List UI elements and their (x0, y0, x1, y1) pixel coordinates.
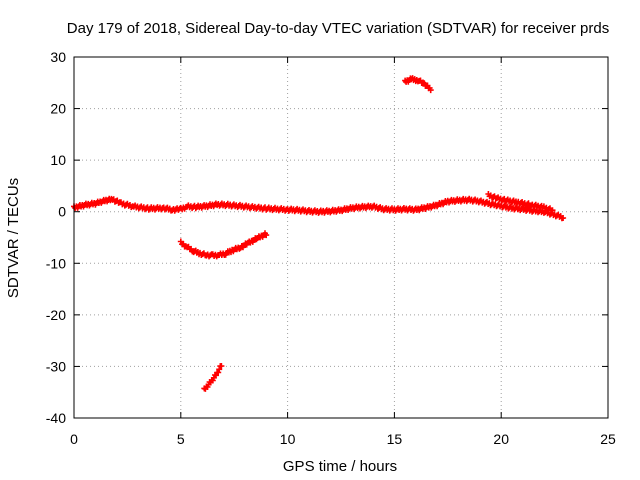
data-points (71, 75, 567, 392)
series-negative-arc (177, 230, 270, 260)
x-tick-label: 10 (280, 431, 296, 447)
y-axis-label: SDTVAR / TECUs (5, 178, 22, 298)
series-low-segment (201, 363, 225, 392)
x-tick-label: 5 (177, 431, 185, 447)
x-tick-label: 25 (600, 431, 616, 447)
y-tick-label: 0 (58, 204, 66, 220)
tick-labels: 0 5 10 15 20 25 -40 -30 -20 -10 0 10 20 30 (46, 49, 616, 447)
grid-lines (74, 57, 608, 418)
data-marker-path (485, 191, 556, 214)
y-tick-label: 30 (50, 49, 66, 65)
series-high-segment (402, 75, 434, 94)
data-marker-path (201, 363, 225, 392)
y-tick-label: 20 (50, 101, 66, 117)
y-tick-label: 10 (50, 152, 66, 168)
data-marker-path (177, 230, 270, 260)
x-tick-label: 15 (387, 431, 403, 447)
y-tick-label: -30 (46, 358, 66, 374)
data-marker-path (402, 75, 434, 94)
x-tick-label: 0 (70, 431, 78, 447)
plot-frame (73, 56, 609, 419)
y-tick-label: -10 (46, 255, 66, 271)
axis-ticks (73, 56, 609, 419)
chart-title: Day 179 of 2018, Sidereal Day-to-day VTE… (67, 20, 609, 37)
y-tick-label: -40 (46, 410, 66, 426)
x-axis-label: GPS time / hours (283, 458, 397, 475)
y-tick-label: -20 (46, 307, 66, 323)
x-tick-label: 20 (493, 431, 509, 447)
series-upper-branch-near-hour-20 (485, 191, 556, 214)
